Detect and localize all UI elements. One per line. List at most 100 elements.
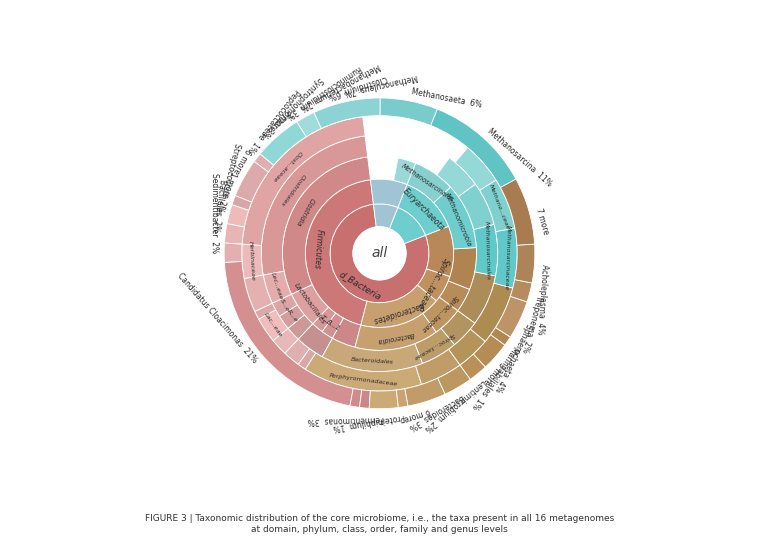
Wedge shape bbox=[455, 148, 496, 190]
Wedge shape bbox=[426, 226, 454, 277]
Text: FIGURE 3 | Taxonomic distribution of the core microbiome, i.e., the taxa present: FIGURE 3 | Taxonomic distribution of the… bbox=[145, 514, 614, 534]
Wedge shape bbox=[272, 294, 298, 316]
Text: Bacillales  2%: Bacillales 2% bbox=[211, 179, 227, 233]
Text: T...: T... bbox=[319, 314, 330, 324]
Wedge shape bbox=[259, 310, 288, 341]
Wedge shape bbox=[297, 113, 321, 137]
Text: Syntrophomonas  3%: Syntrophomonas 3% bbox=[260, 75, 324, 140]
Text: Spiroc...taceae: Spiroc...taceae bbox=[420, 294, 460, 334]
Wedge shape bbox=[361, 285, 436, 328]
Wedge shape bbox=[291, 285, 329, 324]
Text: Candidatus Cloacimonas  21%: Candidatus Cloacimonas 21% bbox=[175, 272, 259, 365]
Text: Methanoculeus  7%: Methanoculeus 7% bbox=[343, 72, 418, 96]
Text: Bacteroidia: Bacteroidia bbox=[376, 331, 414, 344]
Wedge shape bbox=[500, 179, 534, 245]
Wedge shape bbox=[313, 98, 380, 128]
Wedge shape bbox=[360, 390, 370, 409]
Wedge shape bbox=[282, 157, 370, 294]
Wedge shape bbox=[437, 158, 475, 197]
Text: 3 more: 3 more bbox=[268, 108, 294, 133]
Wedge shape bbox=[458, 184, 494, 230]
Wedge shape bbox=[474, 224, 498, 276]
Wedge shape bbox=[394, 158, 416, 184]
Wedge shape bbox=[305, 353, 421, 391]
Wedge shape bbox=[279, 305, 304, 328]
Text: Spiroc...taceae: Spiroc...taceae bbox=[412, 332, 455, 360]
Text: 6 more: 6 more bbox=[231, 148, 252, 176]
Text: Lac...eae: Lac...eae bbox=[263, 312, 283, 338]
Wedge shape bbox=[369, 390, 398, 409]
Wedge shape bbox=[396, 389, 408, 407]
Text: Sphaerochaeta  4%: Sphaerochaeta 4% bbox=[493, 322, 533, 393]
Wedge shape bbox=[285, 339, 310, 364]
Text: Lentimicrobium  2%: Lentimicrobium 2% bbox=[422, 377, 487, 433]
Circle shape bbox=[353, 227, 406, 280]
Wedge shape bbox=[305, 99, 363, 133]
Wedge shape bbox=[355, 314, 436, 350]
Text: Lec...eae: Lec...eae bbox=[270, 272, 284, 301]
Text: Peptococcaceae  1%: Peptococcaceae 1% bbox=[246, 87, 301, 155]
Text: Firmicutes: Firmicutes bbox=[312, 229, 323, 270]
Wedge shape bbox=[423, 297, 458, 332]
Wedge shape bbox=[332, 318, 361, 347]
Wedge shape bbox=[244, 275, 272, 312]
Text: Euryarchaeota: Euryarchaeota bbox=[401, 187, 446, 233]
Wedge shape bbox=[471, 283, 513, 342]
Text: S...e: S...e bbox=[279, 298, 291, 312]
Wedge shape bbox=[242, 244, 263, 279]
Text: 7 more: 7 more bbox=[534, 206, 550, 235]
Wedge shape bbox=[415, 328, 455, 363]
Wedge shape bbox=[305, 179, 373, 325]
Text: Clostridia: Clostridia bbox=[294, 197, 315, 227]
Wedge shape bbox=[373, 204, 398, 229]
Text: Methanosarcinales: Methanosarcinales bbox=[401, 163, 455, 203]
Wedge shape bbox=[433, 187, 477, 249]
Wedge shape bbox=[227, 205, 249, 227]
Wedge shape bbox=[313, 307, 335, 331]
Text: 1 more: 1 more bbox=[220, 170, 238, 198]
Wedge shape bbox=[510, 280, 532, 302]
Wedge shape bbox=[254, 154, 274, 172]
Wedge shape bbox=[298, 324, 332, 357]
Text: 3 more: 3 more bbox=[482, 360, 506, 386]
Text: Sedimentibacter  2%: Sedimentibacter 2% bbox=[210, 172, 219, 253]
Text: Methanobacterium  2%: Methanobacterium 2% bbox=[298, 61, 381, 112]
Text: Fermentimonas  3%: Fermentimonas 3% bbox=[307, 414, 384, 425]
Wedge shape bbox=[389, 208, 426, 244]
Text: Ruminoclostridium  3%: Ruminoclostridium 3% bbox=[285, 63, 364, 120]
Wedge shape bbox=[439, 281, 470, 310]
Text: Methanosarcina  11%: Methanosarcina 11% bbox=[486, 127, 554, 188]
Wedge shape bbox=[398, 184, 449, 236]
Wedge shape bbox=[405, 378, 446, 406]
Text: Spiroc...taceae: Spiroc...taceae bbox=[416, 256, 452, 310]
Text: Treponema  2%: Treponema 2% bbox=[520, 294, 543, 353]
Wedge shape bbox=[288, 315, 313, 339]
Wedge shape bbox=[235, 162, 269, 202]
Text: Methanosarcinaceae: Methanosarcinaceae bbox=[504, 225, 511, 291]
Wedge shape bbox=[260, 133, 292, 165]
Text: Streptococcus  2%: Streptococcus 2% bbox=[216, 142, 242, 213]
Wedge shape bbox=[225, 261, 353, 406]
Wedge shape bbox=[273, 328, 298, 354]
Wedge shape bbox=[380, 98, 437, 126]
Text: Methanosarcinales: Methanosarcinales bbox=[483, 220, 490, 280]
Wedge shape bbox=[460, 354, 486, 379]
Wedge shape bbox=[242, 116, 365, 245]
Wedge shape bbox=[438, 365, 471, 394]
Wedge shape bbox=[263, 271, 291, 303]
Wedge shape bbox=[441, 310, 475, 345]
Wedge shape bbox=[225, 224, 244, 244]
Wedge shape bbox=[224, 243, 242, 262]
Wedge shape bbox=[430, 109, 516, 188]
Text: Marinilabiliales  1%: Marinilabiliales 1% bbox=[470, 344, 519, 411]
Text: Methano...ceae: Methano...ceae bbox=[487, 183, 510, 230]
Wedge shape bbox=[416, 349, 460, 384]
Wedge shape bbox=[496, 296, 527, 337]
Text: B...1: B...1 bbox=[326, 319, 342, 332]
Text: R...e: R...e bbox=[286, 309, 298, 323]
Text: all: all bbox=[371, 246, 388, 260]
Text: Bacteroides  3%: Bacteroides 3% bbox=[408, 392, 465, 431]
Text: Methanosaeta  6%: Methanosaeta 6% bbox=[410, 87, 482, 109]
Wedge shape bbox=[232, 196, 252, 210]
Wedge shape bbox=[322, 313, 344, 338]
